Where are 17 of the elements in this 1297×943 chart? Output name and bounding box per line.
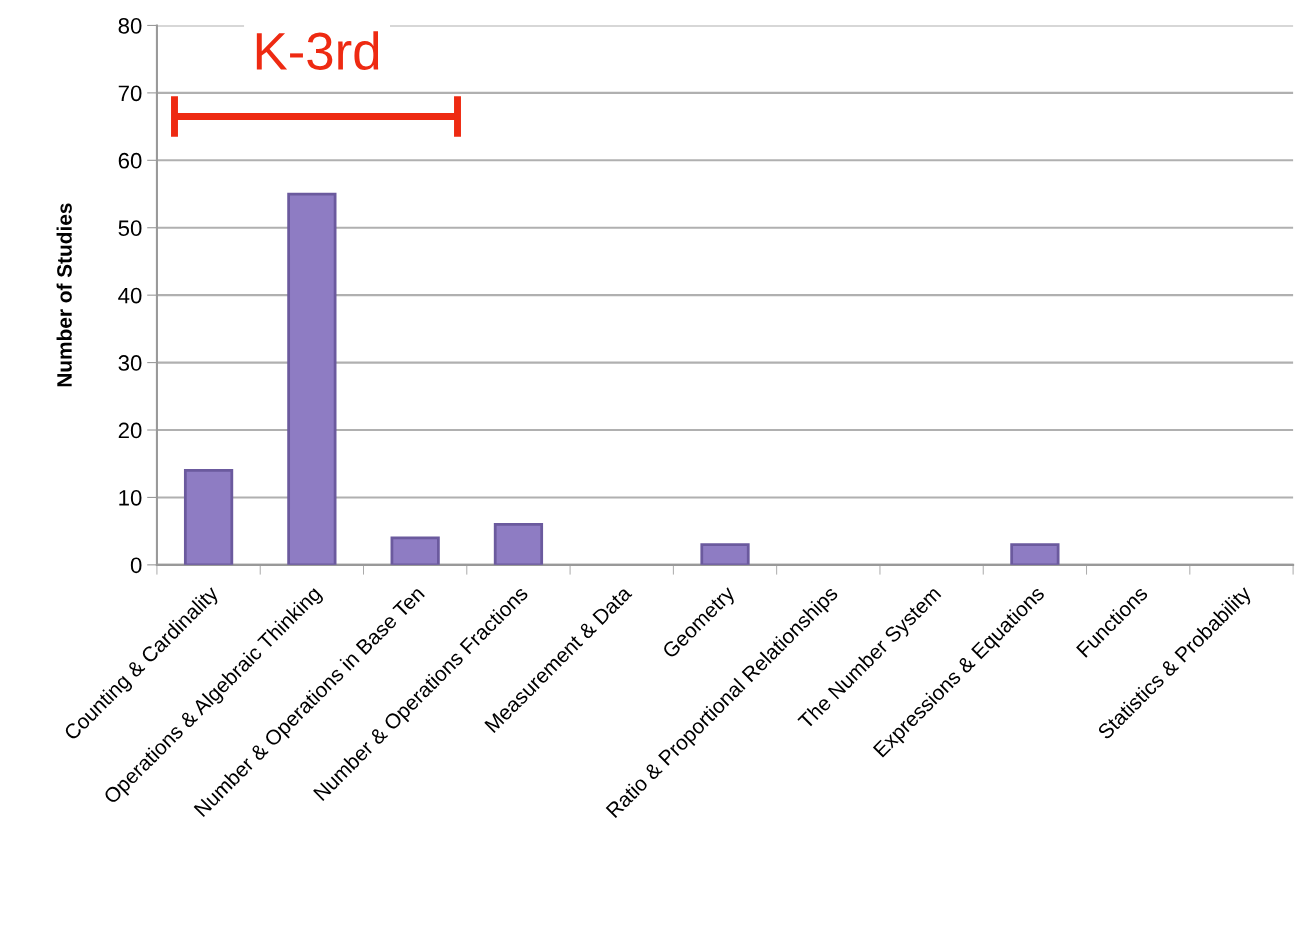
y-tick-label: 40 — [118, 287, 142, 304]
bar — [183, 469, 234, 565]
y-tick-label: 0 — [130, 557, 142, 574]
y-tick-label: 50 — [118, 220, 142, 237]
bar — [700, 543, 750, 565]
bar — [390, 536, 440, 565]
y-tick-label: 70 — [118, 85, 142, 102]
bar — [287, 192, 337, 565]
annotation: K-3rd — [256, 31, 379, 70]
y-tick-label: 10 — [119, 489, 142, 506]
y-tick-label: 60 — [118, 152, 142, 169]
y-tick-label: 80 — [118, 18, 142, 34]
bar — [493, 523, 544, 565]
y-tick-label: 30 — [118, 355, 142, 371]
y-axis-title: Number of Studies — [56, 203, 72, 387]
bar — [1010, 543, 1060, 565]
y-tick-label: 20 — [118, 422, 142, 439]
